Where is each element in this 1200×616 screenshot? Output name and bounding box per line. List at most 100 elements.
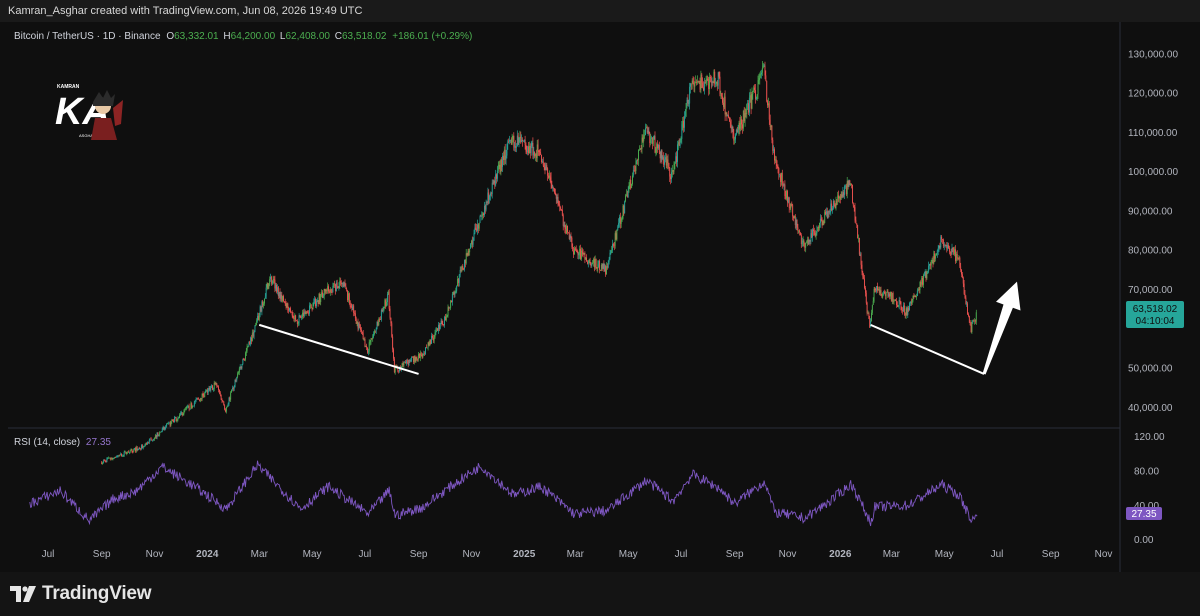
footer: TradingView (0, 572, 1200, 616)
candle-body (413, 357, 414, 362)
candle-body (546, 165, 548, 169)
candle-body (161, 431, 162, 432)
candle-body (154, 435, 156, 439)
candle-body (806, 242, 807, 244)
candle-body (405, 362, 407, 364)
candle-body (701, 74, 703, 83)
attribution-text: Kamran_Asghar created with TradingView.c… (8, 5, 363, 17)
candle-body (748, 97, 750, 113)
candle-body (147, 441, 148, 445)
candle-body (248, 341, 250, 346)
candle-body (841, 194, 843, 197)
candle-body (432, 337, 434, 341)
price-chart[interactable]: 130,000.00 120,000.00 110,000.00 100,000.00… (0, 22, 1200, 572)
candle-body (890, 292, 891, 297)
candle-body (582, 252, 584, 255)
candle-body (117, 455, 119, 457)
candle-body (434, 332, 436, 338)
rsi-label: RSI (14, close) (14, 437, 80, 448)
candle-body (911, 300, 913, 304)
candle-body (658, 145, 660, 153)
candle-body (624, 201, 626, 213)
candle-body (525, 145, 527, 152)
candle-body (315, 298, 316, 307)
candle-body (145, 443, 147, 445)
candle-body (283, 301, 285, 302)
candle-body (386, 302, 387, 306)
candle-body (473, 233, 475, 241)
candle-body (502, 155, 503, 167)
candle-body (288, 310, 290, 311)
price-tick-label: 80,000.00 (1128, 246, 1173, 257)
candle-body (373, 333, 374, 337)
candle-body (720, 93, 722, 94)
candle-body (579, 248, 581, 255)
candle-body (204, 392, 206, 398)
candle-body (918, 289, 920, 291)
candle-body (776, 164, 778, 166)
candle-body (899, 300, 901, 302)
candle-body (365, 346, 367, 347)
candle-body (630, 180, 632, 189)
candle-body (134, 448, 135, 450)
candle-body (702, 82, 704, 88)
candle-body (656, 144, 658, 149)
candle-body (635, 161, 637, 171)
candle-body (948, 245, 949, 248)
rsi-value-tag: 27.35 (1126, 507, 1162, 520)
tradingview-logo[interactable]: TradingView (10, 582, 152, 606)
candle-body (245, 350, 247, 354)
candle-body (690, 83, 692, 85)
candle-body (108, 457, 109, 459)
candle-body (654, 136, 656, 153)
candle-body (897, 306, 899, 308)
candle-body (490, 193, 492, 195)
candle-body (712, 81, 714, 83)
candle-body (518, 137, 520, 145)
candle-body (208, 387, 210, 390)
candle-body (322, 296, 324, 298)
candle-body (484, 205, 486, 210)
candle-body (850, 183, 852, 185)
candle-body (186, 406, 187, 409)
candle-body (926, 271, 928, 279)
candle-body (359, 324, 361, 328)
candle-body (169, 422, 171, 426)
candle-body (209, 387, 211, 391)
candle-body (741, 119, 742, 125)
close-label: C (335, 31, 342, 42)
candle-body (915, 295, 917, 298)
candle-body (598, 260, 600, 265)
candle-body (346, 289, 348, 291)
candle-body (529, 146, 531, 153)
candle-body (580, 248, 581, 259)
candle-body (150, 438, 152, 440)
candle-body (250, 337, 252, 345)
candle-body (623, 205, 625, 213)
candle-body (600, 264, 602, 271)
candle-body (929, 264, 931, 266)
candle-body (832, 208, 833, 211)
candle-body (165, 426, 167, 428)
candle-body (727, 115, 729, 117)
low-value: 62,408.00 (285, 31, 330, 42)
candle-body (695, 81, 697, 84)
candle-body (554, 188, 555, 193)
candle-body (696, 81, 697, 83)
candle-body (222, 401, 224, 402)
candle-body (171, 420, 173, 422)
candle-body (710, 76, 711, 79)
candle-body (939, 245, 941, 248)
candle-body (148, 441, 149, 443)
candle-body (548, 175, 550, 178)
candle-body (535, 153, 536, 157)
candle-body (764, 65, 766, 76)
candle-body (432, 335, 433, 338)
candle-body (447, 307, 449, 316)
annotations-layer[interactable] (258, 281, 1021, 375)
candle-body (196, 398, 198, 400)
candle-body (901, 309, 903, 311)
candle-body (158, 434, 160, 436)
candle-body (871, 312, 872, 321)
candle-body (574, 248, 576, 249)
